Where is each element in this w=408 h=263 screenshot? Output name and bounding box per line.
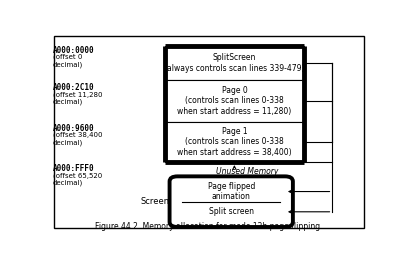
Text: A000:2C10: A000:2C10 bbox=[53, 83, 94, 92]
Text: (offset 0
decimal): (offset 0 decimal) bbox=[53, 54, 83, 68]
Text: Page flipped
animation: Page flipped animation bbox=[208, 182, 255, 201]
Text: Split screen: Split screen bbox=[209, 207, 254, 216]
FancyBboxPatch shape bbox=[170, 176, 293, 227]
Bar bbox=[165, 46, 304, 80]
Text: A000:0000: A000:0000 bbox=[53, 46, 94, 55]
Bar bbox=[165, 122, 304, 162]
Text: A000:9600: A000:9600 bbox=[53, 124, 94, 133]
Text: (offset 38,400
decimal): (offset 38,400 decimal) bbox=[53, 132, 102, 146]
Text: SplitScreen
(always controls scan lines 339-479): SplitScreen (always controls scan lines … bbox=[164, 53, 305, 73]
Text: Page 1
(controls scan lines 0-338
when start address = 38,400): Page 1 (controls scan lines 0-338 when s… bbox=[177, 127, 292, 157]
Text: Screen: Screen bbox=[141, 197, 170, 206]
Text: (offset 65,520
decimal): (offset 65,520 decimal) bbox=[53, 172, 102, 186]
Text: Page 0
(controls scan lines 0-338
when start address = 11,280): Page 0 (controls scan lines 0-338 when s… bbox=[177, 86, 292, 116]
Text: Unused Memory: Unused Memory bbox=[216, 167, 278, 176]
Text: Figure 44.2  Memory allocation for mode 12h page flipping.: Figure 44.2 Memory allocation for mode 1… bbox=[95, 222, 323, 231]
Text: A000:FFF0: A000:FFF0 bbox=[53, 164, 94, 173]
Bar bbox=[165, 80, 304, 122]
Text: (offset 11,280
decimal): (offset 11,280 decimal) bbox=[53, 91, 102, 105]
